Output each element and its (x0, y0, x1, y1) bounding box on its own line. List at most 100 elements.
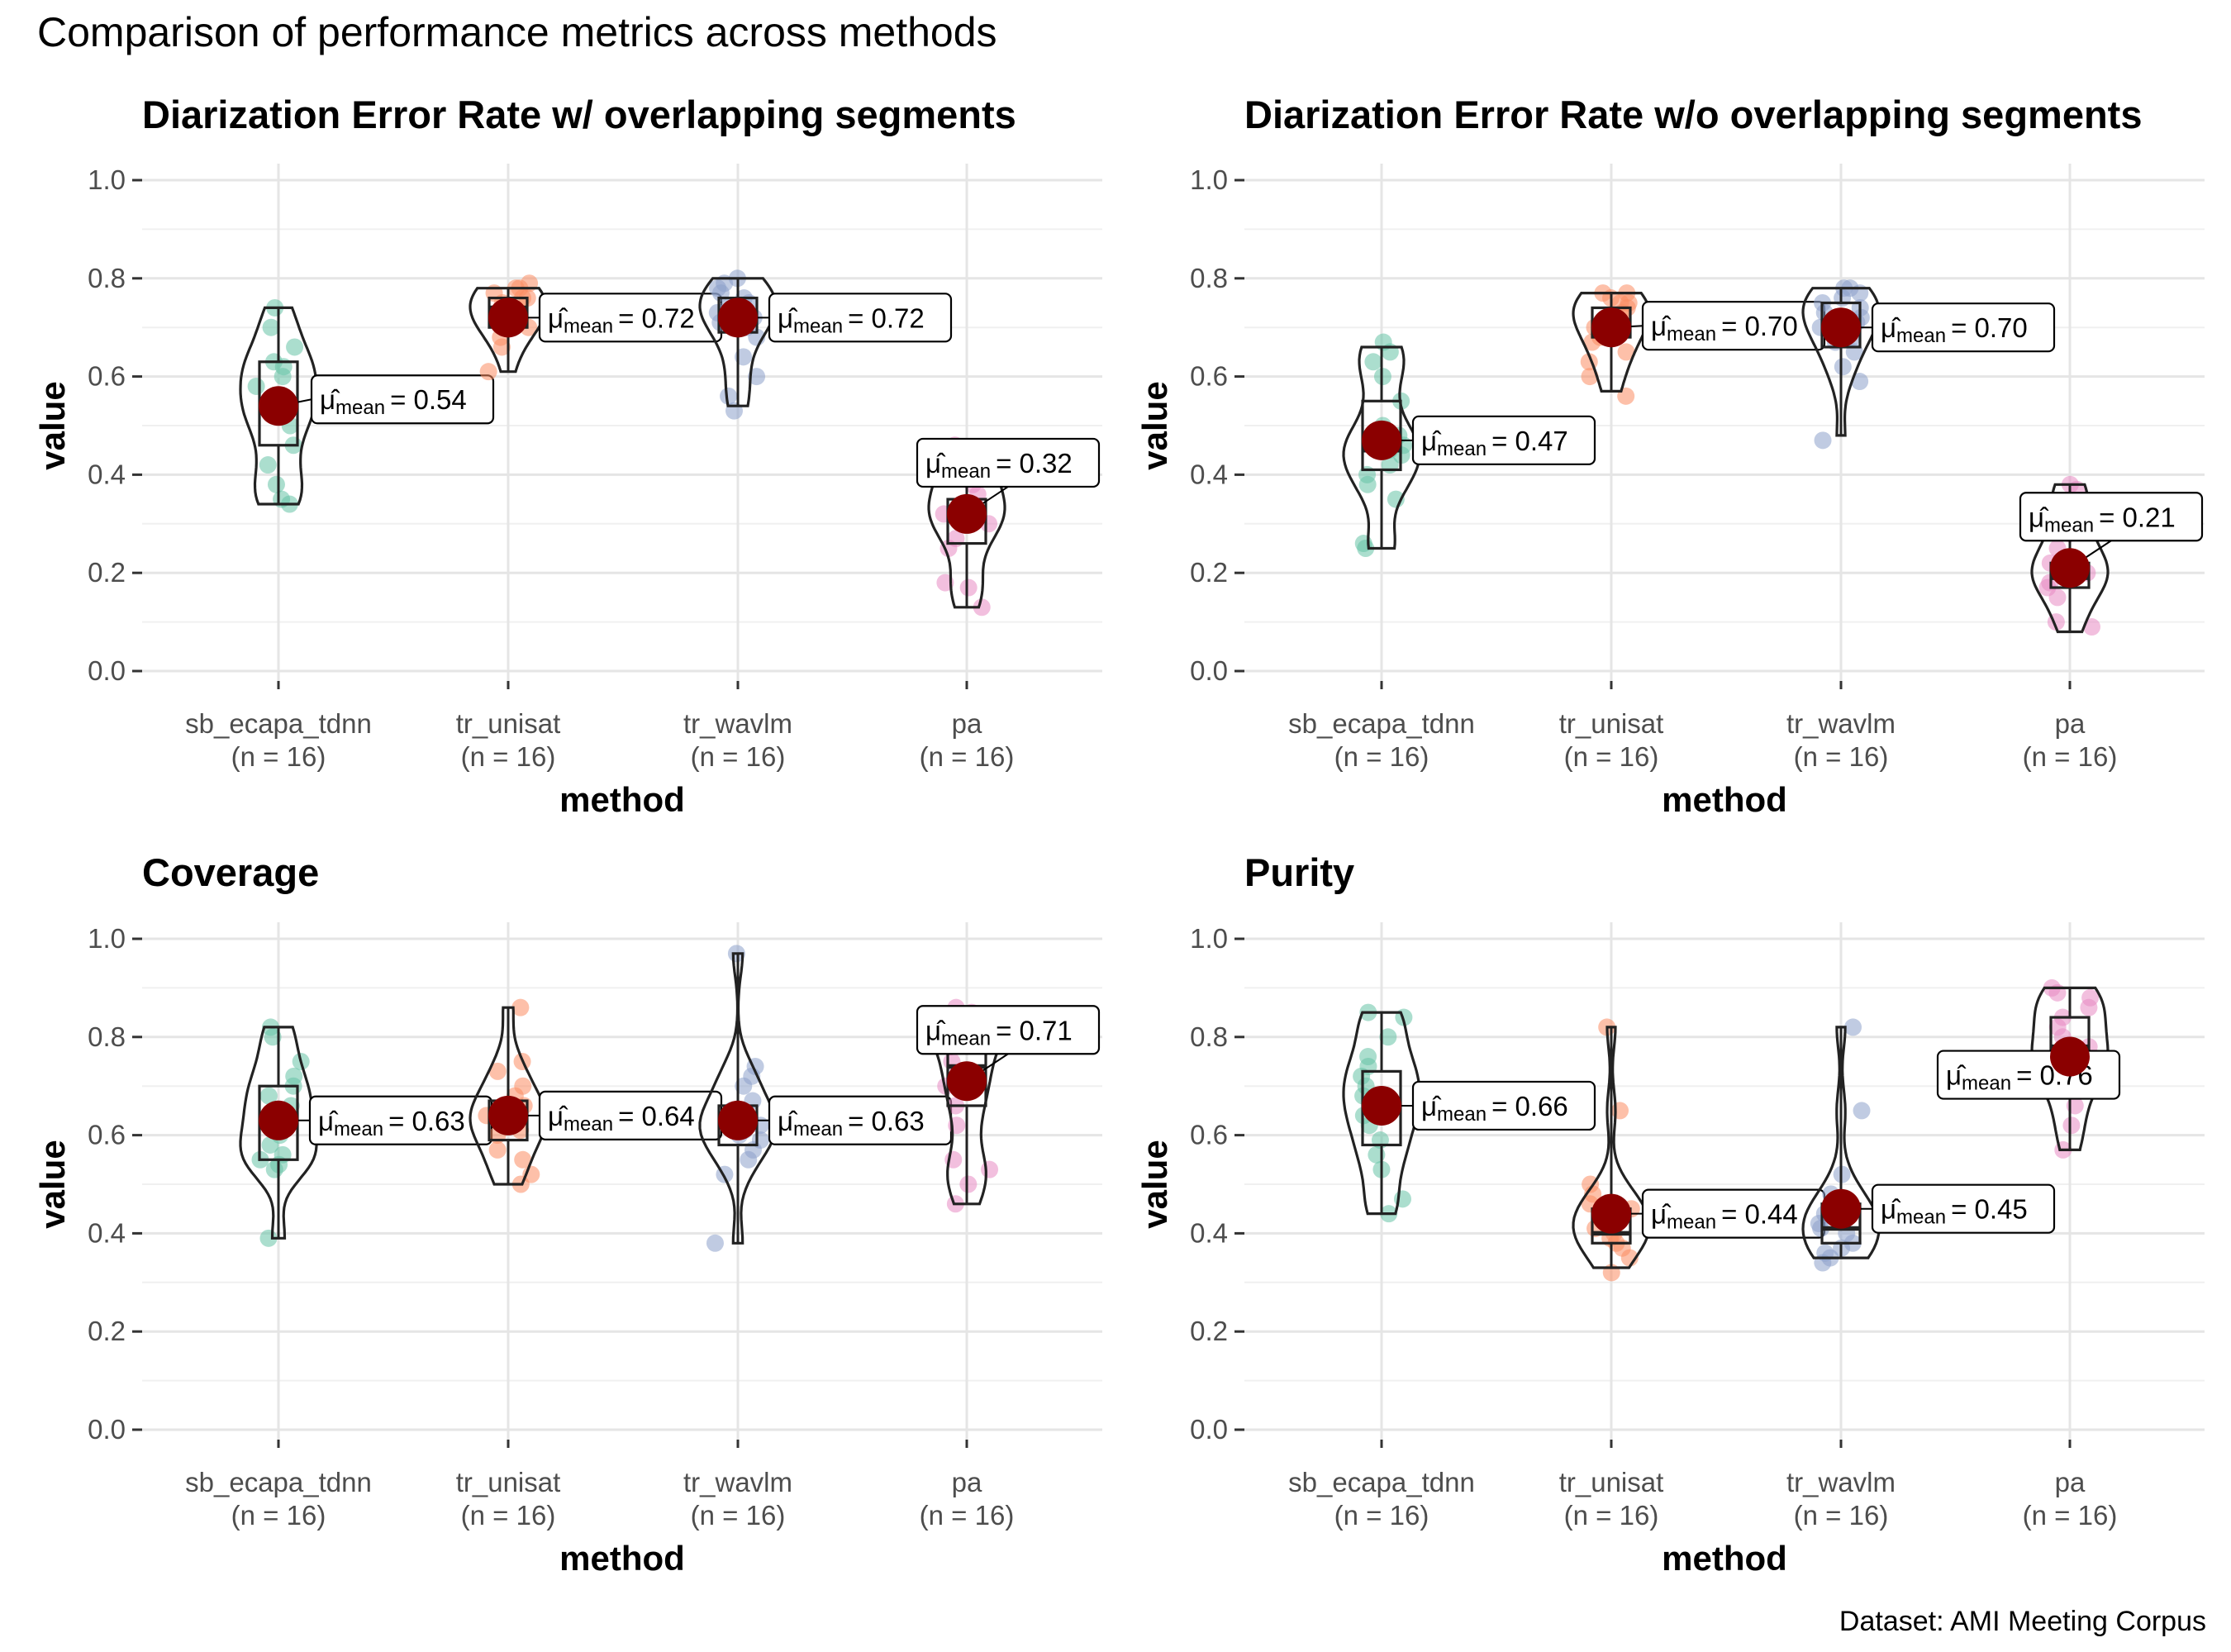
mean-label: μ̂mean = 0.66 (1421, 1091, 1568, 1126)
data-point (1853, 1102, 1871, 1120)
panel-title: Diarization Error Rate w/o overlapping s… (1244, 93, 2142, 136)
mean-label: μ̂mean = 0.72 (778, 302, 925, 337)
figure-title: Comparison of performance metrics across… (37, 9, 997, 55)
mean-label-box (1411, 1080, 1596, 1131)
y-tick-label: 0.2 (88, 557, 126, 588)
y-tick-label: 0.6 (1190, 1120, 1228, 1150)
mean-label-box (1411, 415, 1596, 465)
data-point (1582, 1175, 1600, 1193)
mean-label: μ̂mean = 0.72 (548, 302, 695, 337)
mean-label: μ̂mean = 0.70 (1881, 312, 2028, 347)
data-point (748, 368, 766, 386)
mean-label: μ̂mean = 0.63 (318, 1106, 465, 1140)
x-tick-count: (n = 16) (2023, 1500, 2118, 1531)
x-tick-count: (n = 16) (461, 741, 556, 772)
violin-outline (698, 277, 778, 407)
y-tick-label: 1.0 (88, 923, 126, 954)
y-tick-label: 1.0 (88, 164, 126, 195)
data-point (973, 598, 991, 617)
x-axis-label: method (1662, 1539, 1787, 1578)
x-tick-count: (n = 16) (1794, 1500, 1889, 1531)
x-tick-label: tr_unisat (1559, 1467, 1664, 1497)
violin-outline (1801, 287, 1881, 437)
x-tick-label: sb_ecapa_tdnn (185, 1467, 372, 1497)
data-point (488, 1140, 507, 1159)
data-point (2083, 618, 2101, 636)
mean-label: μ̂mean = 0.45 (1881, 1194, 2028, 1229)
x-axis-label: method (1662, 780, 1787, 819)
mean-label-box (916, 1005, 1101, 1055)
y-tick-label: 0.6 (88, 361, 126, 392)
y-tick-label: 0.4 (88, 459, 126, 489)
mean-dot (1821, 307, 1861, 348)
panel-title: Purity (1244, 850, 1354, 894)
y-tick-label: 1.0 (1190, 923, 1228, 954)
data-point (262, 318, 280, 336)
data-point (2081, 988, 2100, 1007)
x-tick-count: (n = 16) (691, 741, 786, 772)
violin-outline (1572, 1026, 1651, 1269)
data-point (247, 377, 265, 395)
y-tick-label: 0.2 (88, 1316, 126, 1346)
x-tick-label: tr_wavlm (1786, 1467, 1896, 1497)
y-tick-label: 0.4 (1190, 459, 1228, 489)
data-point (1851, 373, 1869, 391)
mean-label-box (1871, 1183, 2056, 1234)
x-tick-label: sb_ecapa_tdnn (185, 708, 372, 739)
y-tick-label: 0.0 (88, 1414, 126, 1445)
data-point (488, 1062, 507, 1080)
data-point (259, 1087, 278, 1105)
y-tick-label: 0.6 (1190, 361, 1228, 392)
mean-dot (2050, 548, 2090, 588)
data-point (706, 1234, 724, 1252)
chart-panel: Coverage 0.0 0.2 0.4 0.6 0.8 1.0 value method sb_… (33, 850, 1102, 1578)
x-tick-count: (n = 16) (1564, 1500, 1659, 1531)
mean-label: μ̂mean = 0.54 (320, 384, 467, 419)
data-point (514, 1150, 532, 1169)
data-point (959, 578, 978, 597)
data-point (1844, 1018, 1862, 1036)
data-point (1581, 368, 1599, 386)
violin-outline (2030, 483, 2110, 634)
mean-dot (947, 493, 987, 534)
chart-panel: Diarization Error Rate w/o overlapping s… (1135, 93, 2205, 819)
x-tick-count: (n = 16) (461, 1500, 556, 1531)
mean-dot (259, 386, 298, 426)
mean-label-box (916, 437, 1101, 488)
mean-dot (1362, 1085, 1401, 1126)
violin-outline (1342, 1011, 1421, 1216)
data-point (1814, 431, 1832, 450)
mean-label: μ̂mean = 0.63 (778, 1106, 925, 1140)
data-point (267, 475, 285, 493)
mean-dot (1591, 307, 1631, 348)
panel-title: Diarization Error Rate w/ overlapping se… (142, 93, 1016, 136)
violin-outline (698, 952, 778, 1245)
x-tick-count: (n = 16) (1334, 741, 1429, 772)
mean-dot (718, 1100, 758, 1140)
x-tick-label: tr_wavlm (1786, 708, 1896, 739)
data-point (285, 1067, 303, 1085)
mean-label: μ̂mean = 0.47 (1421, 426, 1568, 460)
x-tick-label: pa (2055, 708, 2086, 739)
y-tick-label: 0.8 (1190, 263, 1228, 293)
y-axis-label: value (1135, 1140, 1174, 1228)
mean-dot (2050, 1036, 2090, 1077)
x-axis-label: method (559, 780, 685, 819)
data-point (1610, 1102, 1629, 1120)
violin-outline (239, 1026, 318, 1240)
mean-dot (947, 1061, 987, 1102)
y-tick-label: 0.2 (1190, 557, 1228, 588)
data-point (1364, 353, 1382, 371)
violin-outline (1801, 1026, 1881, 1259)
x-tick-count: (n = 16) (1564, 741, 1659, 772)
mean-label: μ̂mean = 0.44 (1651, 1199, 1798, 1234)
chart-panel: Purity 0.0 0.2 0.4 0.6 0.8 1.0 value method sb_ec… (1135, 850, 2205, 1578)
data-point (1379, 1028, 1397, 1046)
x-tick-count: (n = 16) (2023, 741, 2118, 772)
y-tick-label: 0.0 (1190, 655, 1228, 686)
y-axis-label: value (33, 1140, 72, 1228)
y-tick-label: 0.8 (88, 263, 126, 293)
chart-panel: Diarization Error Rate w/ overlapping se… (33, 93, 1102, 819)
x-tick-label: tr_wavlm (683, 708, 792, 739)
